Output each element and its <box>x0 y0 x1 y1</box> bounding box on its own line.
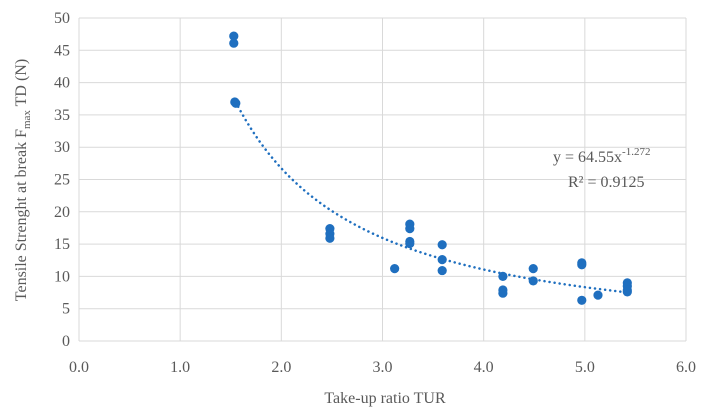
data-point <box>498 271 508 281</box>
x-tick-label: 3.0 <box>373 359 393 376</box>
x-tick-label: 4.0 <box>474 359 494 376</box>
data-point <box>437 265 447 276</box>
y-tick-label: 25 <box>54 172 70 189</box>
x-tick-label: 1.0 <box>170 359 190 376</box>
y-tick-label: 45 <box>54 42 70 59</box>
x-tick-label: 2.0 <box>271 359 291 376</box>
y-tick-label: 0 <box>62 333 70 350</box>
x-axis-title: Take-up ratio TUR <box>324 390 446 407</box>
y-tick-label: 5 <box>62 301 70 318</box>
y-axis-title: Tensile Strenght at break Fmax TD (N) <box>13 59 33 301</box>
trendline-equation: y = 64.55x-1.272 <box>553 146 650 166</box>
data-point <box>229 38 239 48</box>
trendline <box>234 100 629 294</box>
data-point <box>437 240 447 250</box>
data-point <box>231 98 241 108</box>
trendline-path <box>234 100 629 294</box>
x-axis-ticks: 0.0 1.0 2.0 3.0 4.0 5.0 6.0 <box>69 359 696 376</box>
y-tick-label: 35 <box>54 107 70 124</box>
data-point <box>390 264 400 274</box>
data-points <box>229 31 632 305</box>
y-tick-label: 15 <box>54 236 70 253</box>
data-point <box>528 264 538 274</box>
y-tick-label: 20 <box>54 204 70 221</box>
data-point <box>325 233 335 243</box>
data-point <box>577 295 587 305</box>
x-tick-label: 5.0 <box>575 359 595 376</box>
y-tick-label: 30 <box>54 139 70 156</box>
x-tick-label: 0.0 <box>69 359 89 376</box>
data-point <box>437 255 447 265</box>
data-point <box>498 288 508 298</box>
data-point <box>593 290 603 300</box>
data-point <box>622 287 632 297</box>
data-point <box>405 223 415 234</box>
y-axis-ticks: 0 5 10 15 20 25 30 35 40 45 50 <box>54 10 70 350</box>
gridlines <box>78 17 687 342</box>
trendline-r2: R² = 0.9125 <box>568 174 645 191</box>
trendline-exponent: -1.272 <box>622 146 650 158</box>
data-point <box>528 276 538 286</box>
y-tick-label: 50 <box>54 10 70 27</box>
y-tick-label: 40 <box>54 75 70 92</box>
data-point <box>405 238 415 249</box>
y-tick-label: 10 <box>54 268 70 285</box>
data-point <box>229 31 239 41</box>
data-point <box>577 260 587 270</box>
x-tick-label: 6.0 <box>676 359 696 376</box>
